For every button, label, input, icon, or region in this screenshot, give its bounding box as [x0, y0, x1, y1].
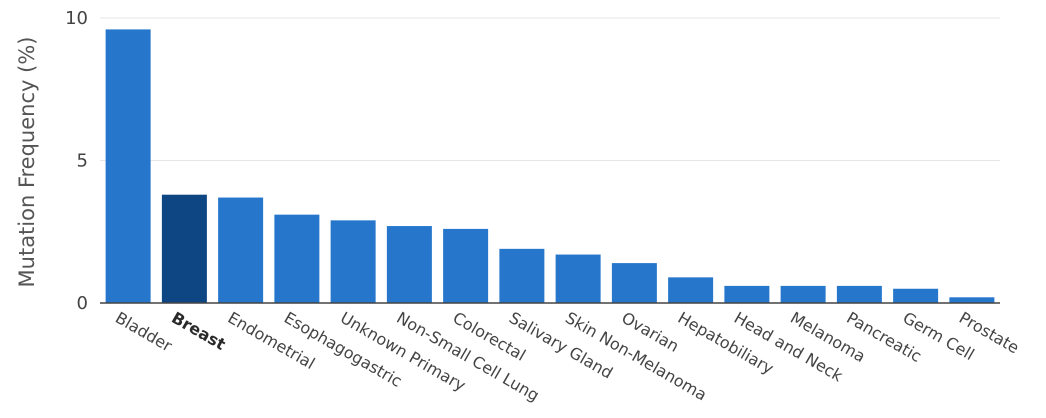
y-tick-label: 10: [65, 8, 88, 29]
bar: [386, 226, 432, 303]
y-axis-title: Mutation Frequency (%): [15, 37, 39, 288]
bar: [949, 297, 995, 303]
bar-layer: [105, 29, 995, 304]
bar: [218, 197, 264, 303]
bar: [161, 194, 207, 303]
bar: [893, 288, 939, 303]
x-tick-label: Breast: [168, 308, 229, 354]
bar: [330, 220, 376, 303]
x-tick-label: Hepatobiliary: [675, 308, 777, 378]
y-tick-label: 0: [77, 293, 88, 314]
grid-layer: [100, 17, 1000, 161]
y-tick-layer: 0 5 10: [65, 8, 88, 314]
bar: [836, 285, 882, 303]
bar: [105, 29, 151, 304]
x-tick-label: Bladder: [112, 308, 176, 356]
bar: [668, 277, 714, 303]
bar: [555, 254, 601, 303]
bar: [274, 214, 320, 303]
bar: [443, 228, 489, 303]
bar: [611, 263, 657, 303]
bar: [780, 285, 826, 303]
bar: [724, 285, 770, 303]
x-label-layer: BladderBreastEndometrialEsophagogastricU…: [112, 308, 1022, 405]
y-tick-label: 5: [77, 151, 88, 172]
bar: [499, 248, 545, 303]
